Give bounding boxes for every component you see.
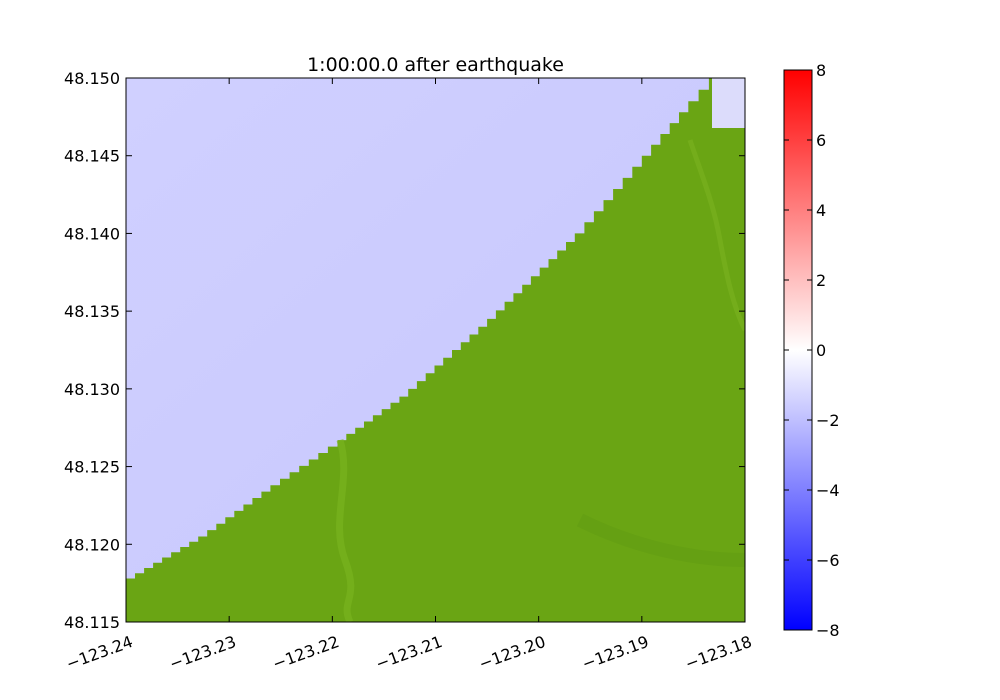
- y-tick-label: 48.120: [64, 535, 120, 554]
- y-tick-label: 48.125: [64, 458, 120, 477]
- colorbar-tick-label: 8: [816, 61, 826, 80]
- x-tick-label: −123.18: [683, 632, 755, 674]
- land-ridge: [687, 139, 745, 332]
- y-tick-label: 48.115: [64, 613, 120, 632]
- colorbar-tick-label: 4: [816, 201, 826, 220]
- y-tick-label: 48.130: [64, 380, 120, 399]
- y-tick-label: 48.145: [64, 147, 120, 166]
- y-axis: 48.115 48.120 48.125 48.130 48.135 48.140 48.1…: [64, 69, 745, 632]
- land-shade: [576, 513, 745, 567]
- colorbar-tick-label: 2: [816, 271, 826, 290]
- colorbar-tick-label: 0: [816, 341, 826, 360]
- x-tick-label: −123.19: [579, 632, 651, 674]
- x-tick-label: −123.22: [270, 632, 342, 674]
- y-tick-label: 48.150: [64, 69, 120, 88]
- y-tick-label: 48.135: [64, 302, 120, 321]
- colorbar-ticks: −8 −6 −4 −2 0 2 4 6 8: [784, 61, 840, 640]
- plot-area: [126, 78, 745, 622]
- land-ridge: [336, 438, 355, 622]
- chart-title: 1:00:00.0 after earthquake: [307, 54, 564, 76]
- y-tick-label: 48.140: [64, 224, 120, 243]
- colorbar-tick-label: −8: [816, 621, 840, 640]
- x-tick-label: −123.20: [476, 632, 548, 674]
- colorbar-tick-label: 6: [816, 131, 826, 150]
- x-tick-label: −123.24: [64, 632, 136, 674]
- x-tick-label: −123.23: [167, 632, 239, 674]
- colorbar-tick-label: −4: [816, 481, 840, 500]
- land-texture: [336, 139, 745, 622]
- colorbar-tick-label: −6: [816, 551, 840, 570]
- colorbar-tick-label: −2: [816, 411, 840, 430]
- water-corner-region: [712, 78, 745, 128]
- x-tick-label: −123.21: [373, 632, 445, 674]
- land-region: [126, 78, 745, 622]
- colorbar: −8 −6 −4 −2 0 2 4 6 8: [783, 61, 840, 640]
